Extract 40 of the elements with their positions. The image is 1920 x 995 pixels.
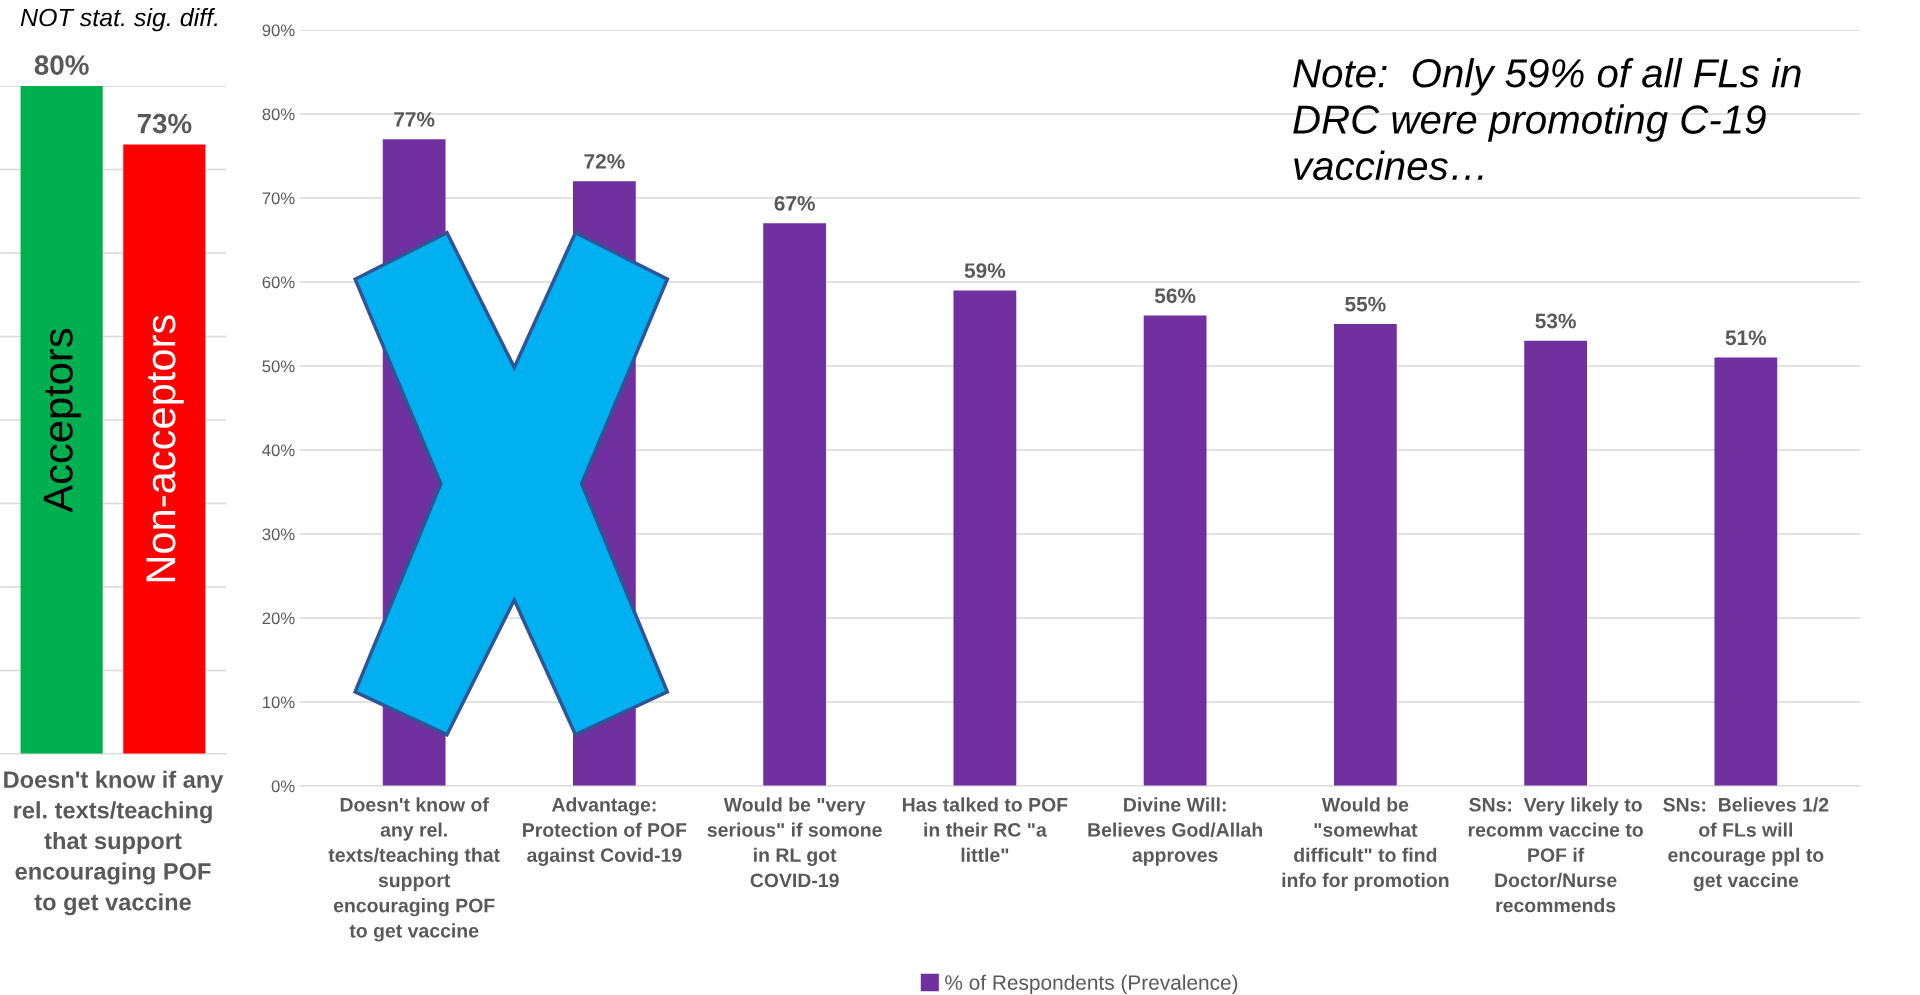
x-tick-label: Would be "somewhat difficult" to find info for promotion <box>1282 797 1449 891</box>
x-tick-label: SNs: Believes 1/2 of FLs will encourage ppl to get vaccine <box>1663 797 1829 892</box>
x-tick-label: Divine Will: Believes God/Allah approves <box>1088 797 1262 866</box>
legend-label: % of Respondents (Prevalence) <box>945 974 1238 995</box>
data-label: 73% <box>137 113 192 134</box>
x-tick-label: Acceptors <box>43 328 82 513</box>
bar <box>1333 324 1397 786</box>
y-tick-label: 80% <box>262 108 295 121</box>
data-label: 72% <box>584 154 625 169</box>
data-label: 56% <box>1154 288 1196 304</box>
bar <box>953 290 1017 786</box>
bar <box>1143 315 1207 786</box>
x-tick-label: Doesn't know of any rel. texts/teaching that support encouraging POF to get vaccine <box>328 797 500 942</box>
y-tick-label: 50% <box>262 360 295 373</box>
y-tick-label: 40% <box>262 444 295 457</box>
bar <box>1714 357 1778 786</box>
y-tick-label: 90% <box>262 24 295 37</box>
y-tick-label: 10% <box>263 696 295 709</box>
x-tick-label: SNs: Very likely to recomm vaccine to POF if Doctor/Nurse recommends <box>1468 797 1643 913</box>
x-axis-title: Doesn't know if any rel. texts/teaching that support encouraging POF to get vaccine <box>4 770 224 916</box>
x-tick-label: Advantage: Protection of POF against Covid-19 <box>523 797 687 866</box>
text: NOT stat. sig. diff. <box>20 8 217 32</box>
data-label: 77% <box>394 112 435 127</box>
data-label: 67% <box>774 196 815 211</box>
x-tick-label: Would be "very serious" if somone in RL got COVID-19 <box>707 797 882 888</box>
x-tick-label: Non-acceptors <box>146 315 184 582</box>
data-label: 80% <box>34 55 89 75</box>
x-tick-label: Has talked to POF in their RC "a little" <box>902 797 1068 862</box>
bar <box>1524 340 1587 786</box>
y-tick-label: 0% <box>271 780 295 793</box>
data-label: 59% <box>964 263 1006 278</box>
y-tick-label: 20% <box>262 612 295 625</box>
data-label: 55% <box>1345 296 1386 312</box>
y-tick-label: 70% <box>262 192 295 205</box>
bar <box>763 223 827 786</box>
annotation: Note: Only 59% of all FLs in DRC were promoting C-19 vaccines… <box>1293 58 1801 181</box>
y-tick-label: 30% <box>262 528 295 541</box>
y-tick-label: 60% <box>262 276 295 289</box>
data-label: 51% <box>1725 330 1767 346</box>
data-label: 53% <box>1535 313 1576 329</box>
